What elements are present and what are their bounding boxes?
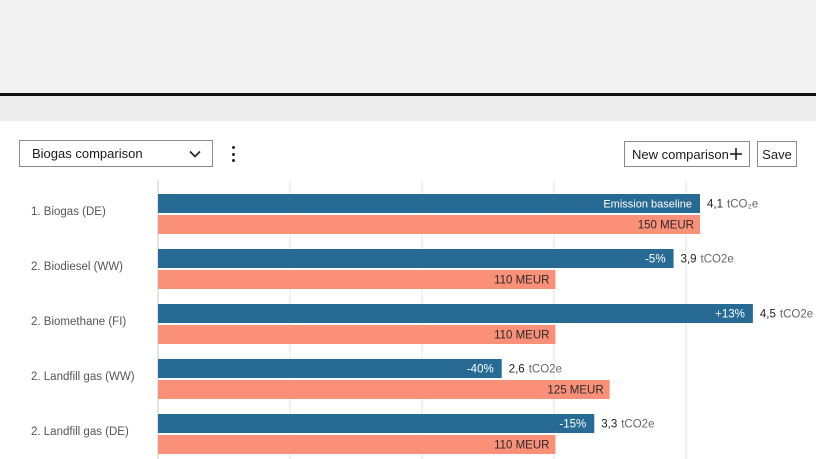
emission-bar [158, 194, 700, 213]
emission-value-label: 3,3 tCO2e [601, 419, 654, 431]
chevron-down-icon [189, 150, 201, 158]
emission-value-label: 2,6 tCO2e [509, 364, 562, 376]
cost-value-label: 110 MEUR [494, 275, 549, 287]
cost-value-label: 125 MEUR [547, 385, 603, 397]
cost-value-label: 110 MEUR [494, 330, 549, 342]
cost-bar [158, 435, 556, 454]
change-label: +13% [715, 309, 745, 321]
emission-bar [158, 304, 753, 323]
emission-value-label: 3,9 tCO2e [681, 254, 734, 266]
top-divider [0, 93, 816, 96]
baseline-label: Emission baseline [603, 199, 692, 211]
emission-unit-label: tCO2e [621, 419, 654, 431]
emission-bar [158, 414, 595, 433]
change-label: -40% [467, 364, 494, 376]
header-band [0, 96, 816, 121]
cost-bar [158, 325, 556, 344]
emission-unit-label: tCO2e [780, 309, 813, 321]
cost-bar [158, 270, 556, 289]
emission-unit-label: tCO2e [529, 364, 562, 376]
category-label: 1. Biogas (DE) [31, 206, 106, 218]
emission-bar [158, 249, 674, 268]
category-label: 2. Biodiesel (WW) [31, 261, 123, 273]
comparison-dropdown-value: Biogas comparison [32, 146, 143, 161]
emission-value-label: 4,1 tCO₂e [707, 199, 758, 211]
top-empty-area [0, 0, 816, 93]
emission-unit-label: tCO₂e [727, 199, 758, 211]
category-label: 2. Landfill gas (WW) [31, 371, 135, 383]
comparison-panel [0, 121, 816, 459]
change-label: -5% [645, 254, 665, 266]
more-options-icon[interactable] [226, 146, 240, 162]
emission-bar [158, 359, 502, 378]
save-button[interactable]: Save [757, 141, 797, 167]
plus-icon [730, 148, 742, 160]
new-comparison-label: New comparison [632, 146, 729, 162]
cost-value-label: 150 MEUR [638, 220, 694, 232]
save-label: Save [762, 146, 792, 162]
category-label: 2. Landfill gas (DE) [31, 426, 129, 438]
cost-bar [158, 215, 700, 234]
change-label: -15% [559, 419, 586, 431]
comparison-dropdown[interactable]: Biogas comparison [19, 140, 213, 167]
category-label: 2. Biomethane (FI) [31, 316, 126, 328]
new-comparison-button[interactable]: New comparison [624, 141, 750, 167]
cost-bar [158, 380, 610, 399]
emission-unit-label: tCO2e [701, 254, 734, 266]
emission-value-label: 4,5 tCO2e [760, 309, 813, 321]
cost-value-label: 110 MEUR [494, 440, 549, 452]
